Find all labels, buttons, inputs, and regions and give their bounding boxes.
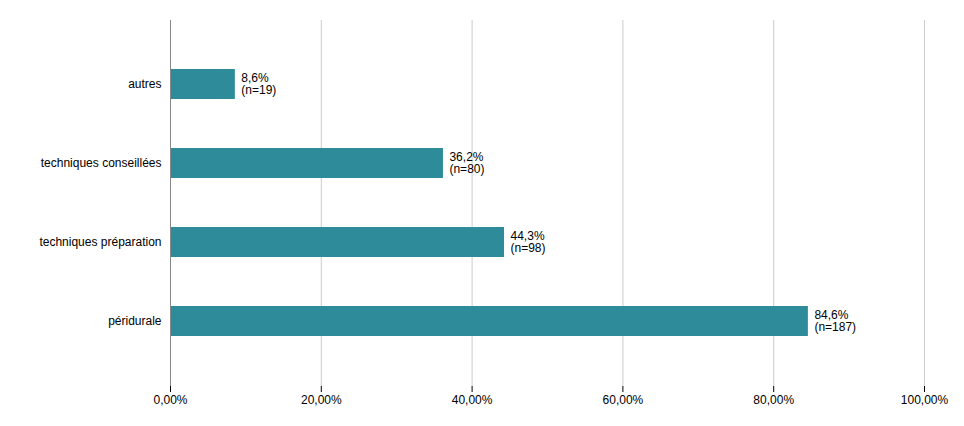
svg-text:100,00%: 100,00% [901,393,949,407]
svg-text:techniques préparation: techniques préparation [39,235,161,249]
svg-text:8,6%(n=19): 8,6%(n=19) [241,71,276,97]
svg-text:0,00%: 0,00% [153,393,187,407]
svg-text:autres: autres [128,77,161,91]
svg-text:80,00%: 80,00% [753,393,794,407]
svg-text:40,00%: 40,00% [452,393,493,407]
svg-text:84,6%(n=187): 84,6%(n=187) [814,308,856,334]
svg-text:60,00%: 60,00% [603,393,644,407]
svg-text:36,2%(n=80): 36,2%(n=80) [449,150,484,176]
svg-text:20,00%: 20,00% [301,393,342,407]
svg-text:péridurale: péridurale [108,314,162,328]
svg-text:techniques conseillées: techniques conseillées [41,156,162,170]
svg-text:44,3%(n=98): 44,3%(n=98) [511,229,546,255]
